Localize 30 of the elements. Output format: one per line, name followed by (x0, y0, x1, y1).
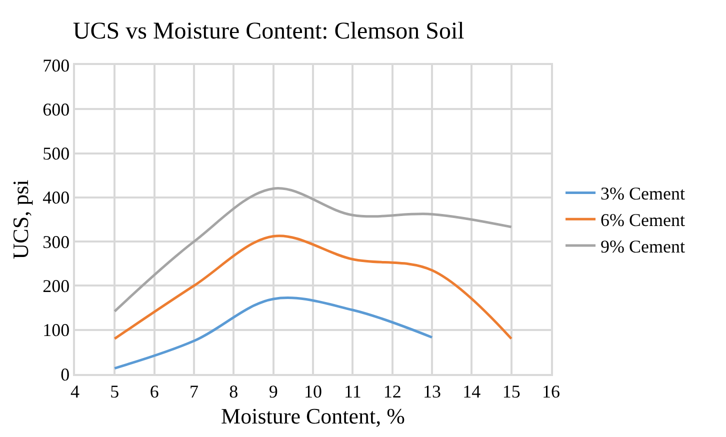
x-tick-label: 15 (502, 381, 520, 402)
chart-title: UCS vs Moisture Content: Clemson Soil (72, 18, 465, 45)
x-tick-label: 5 (110, 381, 120, 402)
y-axis-title: UCS, psi (8, 180, 33, 260)
x-tick-label: 4 (70, 381, 80, 402)
x-tick-label: 11 (344, 381, 362, 402)
x-tick-label: 9 (268, 381, 278, 402)
y-tick-label: 600 (42, 99, 70, 120)
x-tick-label: 13 (423, 381, 441, 402)
legend-label: 6% Cement (600, 210, 686, 230)
x-tick-label: 16 (542, 381, 560, 402)
line-series (113, 234, 513, 340)
line-series (113, 296, 434, 370)
y-tick-label: 700 (42, 55, 70, 76)
line-series (113, 187, 513, 313)
x-axis-title: Moisture Content, % (221, 404, 405, 429)
legend-label: 3% Cement (600, 184, 686, 204)
x-tick-label: 7 (190, 381, 198, 402)
y-tick-label: 0 (60, 364, 70, 384)
x-tick-label: 12 (383, 381, 402, 402)
y-tick-label: 400 (42, 188, 70, 208)
y-tick-label: 200 (42, 276, 70, 296)
x-tick-label: 8 (229, 381, 238, 402)
y-tick-label: 100 (42, 320, 70, 340)
x-tick-label: 6 (150, 381, 159, 402)
y-tick-label: 300 (42, 232, 70, 252)
x-tick-label: 10 (304, 381, 322, 402)
y-tick-label: 500 (42, 144, 70, 164)
legend-label: 9% Cement (600, 236, 686, 257)
x-tick-label: 14 (462, 381, 481, 402)
